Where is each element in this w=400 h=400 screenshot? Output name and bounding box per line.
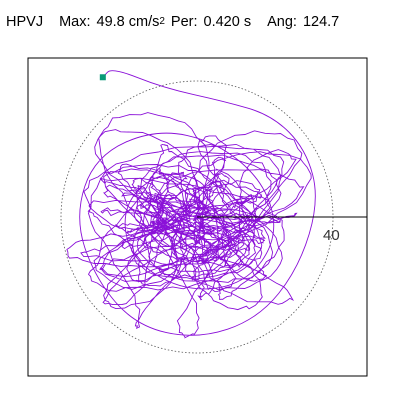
angle-value: 124.7 xyxy=(302,14,340,30)
max-unit-exponent: 2 xyxy=(159,16,165,27)
scale-tick-label: 40 xyxy=(323,227,340,244)
header-readout: HPVJ Max: 49.8 cm/s2 Per: 0.420 s Ang: 124.7 xyxy=(6,15,339,30)
max-value: 49.8 cm/s xyxy=(96,14,160,30)
max-label: Max: xyxy=(59,14,91,30)
angle-label: Ang: xyxy=(267,14,297,30)
period-value: 0.420 s xyxy=(203,14,252,30)
station-code: HPVJ xyxy=(6,14,44,30)
motion-trace xyxy=(66,70,316,339)
period-label: Per: xyxy=(170,14,198,30)
start-marker xyxy=(99,74,106,81)
